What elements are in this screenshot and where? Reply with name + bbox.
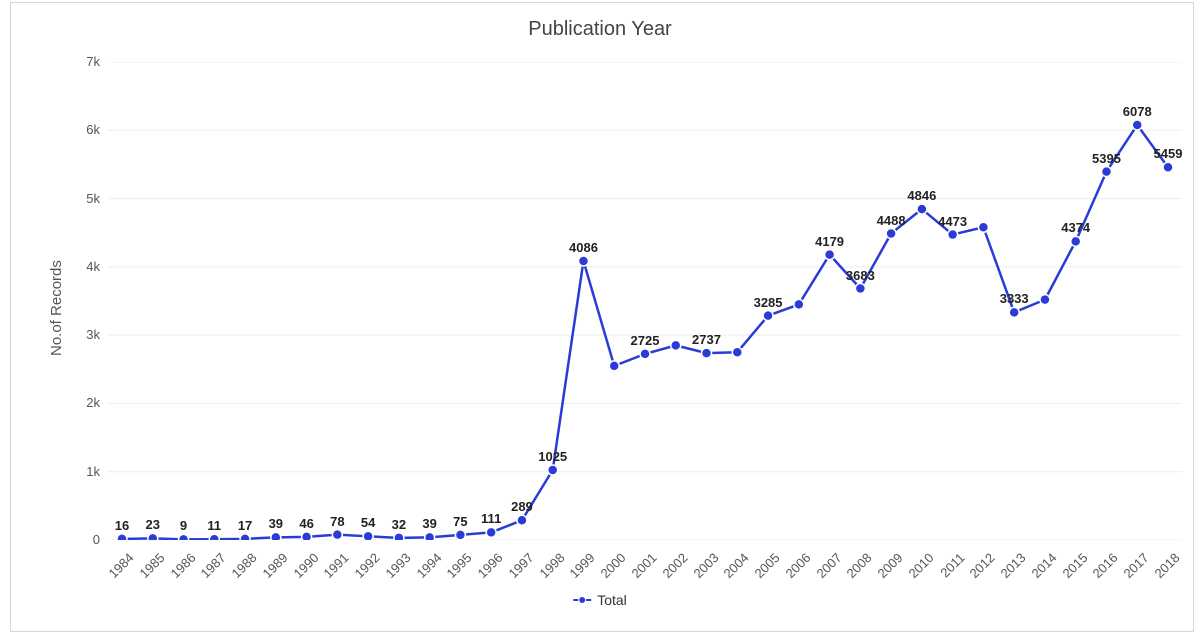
data-point-marker [640, 349, 650, 359]
data-point-marker [732, 347, 742, 357]
data-point-marker [948, 230, 958, 240]
data-point-label: 54 [361, 515, 375, 530]
data-point-marker [117, 534, 127, 540]
data-point-marker [1132, 120, 1142, 130]
data-point-marker [578, 256, 588, 266]
data-point-label: 16 [115, 518, 129, 533]
data-point-label: 3285 [754, 295, 783, 310]
data-point-label: 4374 [1061, 220, 1090, 235]
data-point-marker [363, 531, 373, 540]
data-point-marker [425, 532, 435, 540]
data-point-label: 1025 [538, 449, 567, 464]
data-point-label: 11 [207, 518, 221, 533]
data-point-label: 9 [180, 518, 187, 533]
data-point-marker [179, 534, 189, 540]
data-point-label: 39 [422, 516, 436, 531]
data-point-label: 39 [269, 516, 283, 531]
y-tick-label: 3k [60, 327, 100, 342]
data-point-marker [517, 515, 527, 525]
y-tick-label: 1k [60, 464, 100, 479]
data-point-marker [1009, 307, 1019, 317]
legend-line-icon [573, 599, 591, 601]
y-tick-label: 0 [60, 532, 100, 547]
data-point-marker [702, 348, 712, 358]
y-tick-label: 6k [60, 122, 100, 137]
data-point-marker [271, 532, 281, 540]
data-point-label: 75 [453, 514, 467, 529]
data-point-marker [794, 299, 804, 309]
data-point-marker [609, 361, 619, 371]
data-point-label: 5459 [1154, 146, 1183, 161]
data-point-marker [148, 533, 158, 540]
data-point-label: 289 [511, 499, 533, 514]
data-point-marker [825, 250, 835, 260]
data-point-label: 2737 [692, 332, 721, 347]
data-point-marker [1101, 167, 1111, 177]
data-point-label: 32 [392, 517, 406, 532]
data-point-marker [886, 229, 896, 239]
data-point-marker [1040, 295, 1050, 305]
chart-title: Publication Year [528, 18, 671, 41]
data-point-label: 5395 [1092, 151, 1121, 166]
data-point-label: 4846 [907, 188, 936, 203]
data-point-label: 4086 [569, 240, 598, 255]
y-tick-label: 7k [60, 54, 100, 69]
data-point-marker [209, 534, 219, 540]
y-tick-label: 4k [60, 259, 100, 274]
data-point-marker [1163, 162, 1173, 172]
data-point-marker [240, 534, 250, 540]
y-tick-label: 2k [60, 395, 100, 410]
data-point-label: 3683 [846, 268, 875, 283]
legend-label: Total [597, 592, 627, 608]
data-point-label: 46 [299, 516, 313, 531]
data-point-label: 23 [146, 517, 160, 532]
y-tick-label: 5k [60, 191, 100, 206]
data-point-marker [548, 465, 558, 475]
data-point-label: 6078 [1123, 104, 1152, 119]
data-point-marker [855, 284, 865, 294]
data-point-label: 111 [481, 511, 501, 526]
legend-marker-icon [578, 596, 586, 604]
data-point-marker [1071, 236, 1081, 246]
data-point-label: 4488 [877, 213, 906, 228]
data-point-label: 3333 [1000, 291, 1029, 306]
data-point-marker [332, 530, 342, 540]
data-point-label: 4473 [938, 214, 967, 229]
data-point-marker [302, 532, 312, 540]
data-point-marker [671, 340, 681, 350]
data-point-label: 78 [330, 514, 344, 529]
data-point-marker [978, 222, 988, 232]
data-point-label: 2725 [631, 333, 660, 348]
data-point-marker [455, 530, 465, 540]
data-point-label: 17 [238, 518, 252, 533]
data-point-marker [486, 527, 496, 537]
legend: Total [573, 592, 627, 608]
data-point-marker [917, 204, 927, 214]
data-point-marker [394, 533, 404, 540]
data-point-marker [763, 311, 773, 321]
data-point-label: 4179 [815, 234, 844, 249]
